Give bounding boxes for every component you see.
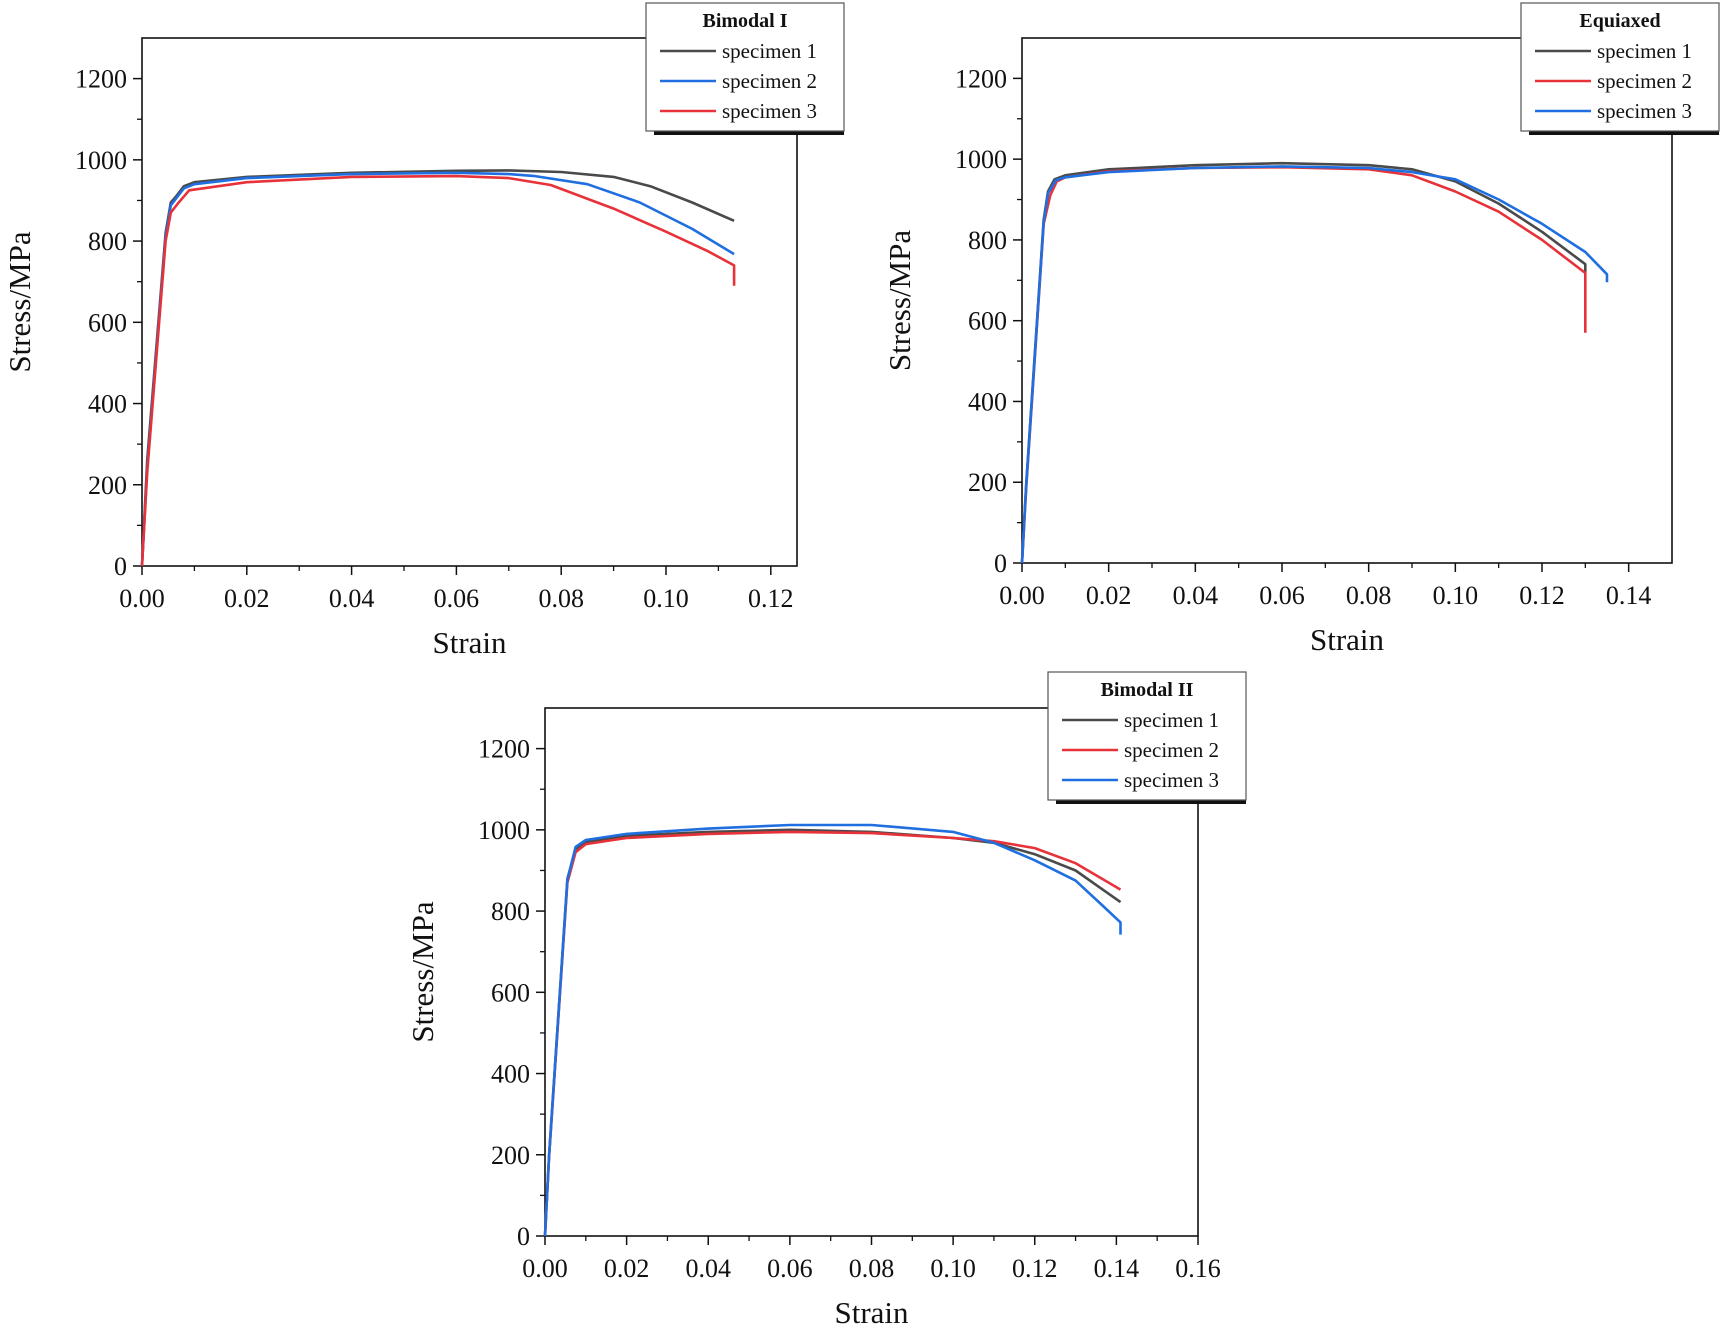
x-tick-label: 0.06 [767, 1254, 813, 1283]
y-axis-label: Stress/MPa [405, 901, 440, 1042]
x-tick-label: 0.16 [1175, 1254, 1221, 1283]
y-axis-label: Stress/MPa [882, 230, 917, 371]
x-tick-label: 0.00 [999, 581, 1045, 610]
legend-box [645, 2, 845, 132]
plot-frame [141, 37, 798, 567]
x-tick-label: 0.12 [1519, 581, 1565, 610]
y-tick-label: 400 [88, 390, 127, 419]
x-tick-label: 0.12 [748, 584, 794, 613]
panel-equiaxed: 0 200 400 600 800 1000 1200 0.00 0.02 0.04 0.06 0.0… [882, 2, 1720, 657]
legend-entry-label: specimen 3 [1124, 768, 1219, 792]
legend-entry-label: specimen 3 [1597, 99, 1692, 123]
legend-entry-label: specimen 3 [722, 99, 817, 123]
series-line-specimen-2 [140, 171, 735, 567]
x-tick-label: 0.04 [329, 584, 375, 613]
x-tick-label: 0.08 [849, 1254, 895, 1283]
y-tick-label: 1000 [478, 816, 530, 845]
x-tick-label: 0.08 [538, 584, 584, 613]
x-tick-label: 0.10 [643, 584, 689, 613]
x-axis-label: Strain [1310, 622, 1385, 657]
y-axis-label: Stress/MPa [2, 231, 37, 372]
y-tick-label: 0 [994, 549, 1007, 578]
y-tick-label: 600 [88, 308, 127, 337]
series-line-specimen-3 [1020, 165, 1609, 564]
legend-title: Bimodal II [1101, 679, 1194, 701]
x-tick-label: 0.04 [1173, 581, 1219, 610]
x-tick-label: 0.10 [930, 1254, 976, 1283]
legend-entry-label: specimen 1 [722, 39, 817, 63]
y-tick-label: 800 [968, 226, 1007, 255]
y-tick-label: 800 [491, 897, 530, 926]
x-tick-label: 0.06 [1259, 581, 1305, 610]
x-tick-label: 0.00 [119, 584, 165, 613]
series-line-specimen-2 [543, 830, 1122, 1237]
legend-box [1047, 671, 1247, 801]
legend-entry-label: specimen 1 [1597, 39, 1692, 63]
series-line-specimen-2 [1020, 165, 1587, 564]
y-tick-label: 0 [114, 552, 127, 581]
x-tick-label: 0.10 [1433, 581, 1479, 610]
y-tick-label: 0 [517, 1222, 530, 1251]
x-tick-label: 0.02 [604, 1254, 650, 1283]
plot-frame [1021, 37, 1673, 564]
series-line-specimen-1 [1020, 161, 1587, 564]
legend-entry-label: specimen 1 [1124, 708, 1219, 732]
legend-shadow [1056, 798, 1246, 804]
legend-shadow [654, 129, 844, 135]
series-line-specimen-3 [140, 174, 736, 567]
y-tick-label: 800 [88, 227, 127, 256]
x-tick-label: 0.14 [1094, 1254, 1140, 1283]
y-tick-label: 200 [491, 1141, 530, 1170]
y-tick-label: 1200 [75, 65, 127, 94]
x-tick-label: 0.08 [1346, 581, 1392, 610]
y-tick-label: 1200 [478, 735, 530, 764]
y-tick-label: 600 [491, 978, 530, 1007]
x-tick-label: 0.06 [434, 584, 480, 613]
series-line-specimen-3 [543, 823, 1122, 1237]
legend-shadow [1529, 129, 1719, 135]
x-tick-label: 0.00 [522, 1254, 568, 1283]
y-tick-label: 400 [491, 1060, 530, 1089]
legend-entry-label: specimen 2 [1124, 738, 1219, 762]
panel-bimodal-2: 0 200 400 600 800 1000 1200 0.00 0.02 0.04 0.06 0.0… [405, 671, 1247, 1330]
x-axis-label: Strain [834, 1295, 909, 1330]
y-tick-label: 1200 [955, 64, 1007, 93]
legend-entry-label: specimen 2 [722, 69, 817, 93]
legend-box [1520, 2, 1720, 132]
y-tick-label: 200 [968, 468, 1007, 497]
legend-title: Equiaxed [1579, 10, 1660, 32]
x-tick-label: 0.02 [224, 584, 270, 613]
x-tick-label: 0.12 [1012, 1254, 1058, 1283]
x-tick-label: 0.14 [1606, 581, 1652, 610]
x-tick-label: 0.04 [686, 1254, 732, 1283]
x-axis-label: Strain [432, 625, 507, 660]
panel-bimodal-1: 0 200 400 600 800 1000 1200 0.00 0.02 0.04 0.06 0.0… [2, 2, 845, 660]
series-line-specimen-1 [140, 169, 735, 567]
y-tick-label: 1000 [955, 145, 1007, 174]
y-tick-label: 400 [968, 387, 1007, 416]
y-tick-label: 1000 [75, 146, 127, 175]
legend-entry-label: specimen 2 [1597, 69, 1692, 93]
series-line-specimen-1 [543, 828, 1122, 1237]
legend-title: Bimodal I [702, 10, 787, 32]
x-tick-label: 0.02 [1086, 581, 1132, 610]
y-tick-label: 600 [968, 307, 1007, 336]
y-tick-label: 200 [88, 471, 127, 500]
